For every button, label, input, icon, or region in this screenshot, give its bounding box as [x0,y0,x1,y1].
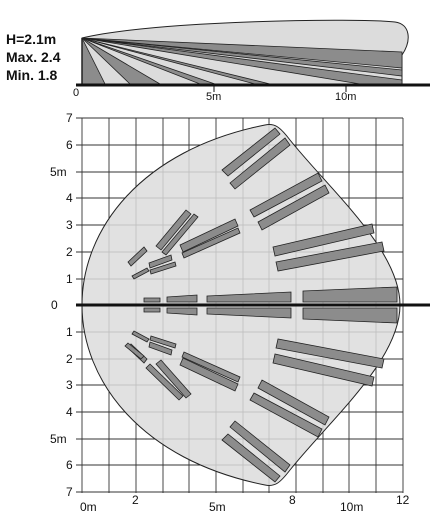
beam-u7b [149,261,177,275]
beam-c1b [143,307,161,313]
side-beam-upper [81,37,403,69]
beam-c3 [206,291,292,303]
beam-u1 [221,127,281,177]
height-label: H=2.1m [6,31,56,47]
y-tick-1-upper: 1 [66,272,73,286]
beam-l5b [145,363,184,401]
x-tick-10m: 10m [340,500,363,514]
y-tick-5m-upper: 5m [50,165,67,179]
y-tick-5m-lower: 5m [50,432,67,446]
x-tick-8: 8 [289,493,296,507]
side-tick-10m: 10m [335,91,356,103]
y-tick-6-lower: 6 [66,458,73,472]
y-axis-labels: 7 6 5m 4 3 2 1 0 1 2 3 4 5m 6 7 [50,111,73,499]
y-tick-4-lower: 4 [66,405,73,419]
top-view: 7 6 5m 4 3 2 1 0 1 2 3 4 5m 6 7 0m 2 5m … [50,111,430,514]
x-tick-0m: 0m [80,500,97,514]
y-tick-zero: 0 [51,298,58,312]
beam-l4b [181,351,241,383]
beam-u6 [127,246,148,267]
beam-l7 [148,341,173,356]
x-tick-5m: 5m [209,500,226,514]
min-height-label: Min. 1.8 [6,67,58,83]
beam-l5 [155,359,192,399]
x-tick-2: 2 [132,493,139,507]
upper-beams [127,127,385,280]
beam-l3 [272,353,375,387]
y-tick-6-upper: 6 [66,138,73,152]
beam-c2b [166,307,198,316]
beam-u3b [275,241,385,272]
y-tick-3-lower: 3 [66,378,73,392]
y-tick-2-lower: 2 [66,352,73,366]
beam-u1b [229,137,291,190]
beam-l1b [229,420,291,473]
side-tick-5m: 5m [206,91,221,103]
x-axis-labels: 0m 2 5m 8 10m 12 [80,493,410,514]
max-height-label: Max. 2.4 [6,49,61,65]
beam-l3b [275,338,385,369]
lower-beams [124,330,385,483]
beam-u5b [161,213,199,256]
beam-u8 [131,267,150,280]
side-beam-fan-6 [81,37,403,77]
beam-u4b [181,227,241,259]
y-tick-4-upper: 4 [66,191,73,205]
beam-c1 [143,297,161,303]
beam-l8 [131,330,150,343]
y-tick-2-upper: 2 [66,245,73,259]
beam-c2 [166,294,198,303]
beam-l4 [179,357,239,392]
y-tick-7-lower: 7 [66,485,73,499]
beam-l2 [249,392,323,438]
beam-u4 [179,218,239,253]
beam-l7b [149,335,177,349]
beam-u2 [249,172,323,218]
beam-u2b [257,184,330,231]
beam-c4 [302,286,398,303]
side-view: H=2.1m Max. 2.4 Min. 1.8 0 5m 10m [6,19,430,103]
beam-l6b [124,342,145,360]
beam-u7 [148,254,173,269]
y-tick-7-upper: 7 [66,111,73,125]
beam-c4b [302,307,398,324]
x-tick-12: 12 [396,493,410,507]
beam-c3b [206,307,292,319]
center-beams [143,286,398,324]
beam-l2b [257,379,330,426]
beam-u5 [155,209,192,251]
side-tick-0: 0 [73,87,79,99]
beam-u3 [272,223,375,257]
y-tick-1-lower: 1 [66,325,73,339]
y-tick-3-upper: 3 [66,218,73,232]
beam-l1 [221,433,281,483]
